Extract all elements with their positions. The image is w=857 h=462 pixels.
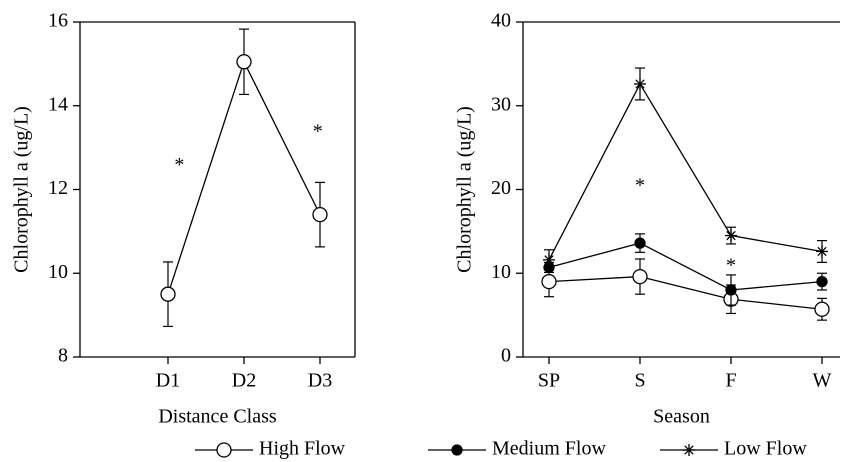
annotation: * (635, 175, 645, 197)
legend-label: Low Flow (724, 438, 807, 460)
marker-stroke (684, 445, 694, 455)
marker (216, 442, 232, 458)
y-axis-label: Chlorophyll a (ug/L) (11, 106, 33, 273)
marker (236, 54, 252, 70)
marker (312, 206, 328, 223)
y-tick-label: 40 (491, 10, 511, 32)
marker (725, 229, 737, 242)
marker-stroke (635, 79, 645, 89)
marker (543, 253, 555, 266)
legend-label: High Flow (259, 438, 346, 460)
x-tick-label: D2 (232, 370, 256, 392)
marker (634, 77, 646, 90)
marker (160, 286, 176, 302)
marker (725, 284, 737, 296)
annotation: * (174, 154, 184, 176)
annotation: * (726, 254, 736, 276)
y-tick-label: 10 (48, 261, 68, 283)
marker-stroke (726, 230, 736, 241)
series-line (548, 275, 823, 310)
y-tick-label: 8 (58, 345, 68, 367)
marker (683, 444, 695, 456)
x-tick-label: D3 (308, 370, 332, 392)
marker (632, 268, 648, 285)
x-tick-label: D1 (156, 370, 180, 392)
y-tick-label: 14 (48, 93, 68, 115)
marker-stroke (544, 255, 554, 265)
annotation: * (313, 120, 323, 142)
y-tick-label: 20 (491, 177, 511, 199)
series-line (548, 242, 823, 291)
marker (814, 301, 830, 317)
series-line (167, 60, 321, 295)
y-tick-label: 10 (491, 261, 511, 283)
marker (451, 444, 463, 456)
marker (816, 275, 828, 288)
legend-label: Medium Flow (492, 438, 606, 460)
marker (541, 273, 557, 290)
y-tick-label: 0 (501, 345, 511, 367)
x-tick-label: S (634, 370, 645, 392)
marker-stroke (817, 246, 827, 257)
marker (634, 237, 646, 249)
x-tick-label: SP (538, 370, 560, 392)
y-tick-label: 16 (48, 10, 68, 32)
series-line (548, 82, 823, 261)
x-tick-label: W (813, 370, 832, 392)
y-tick-label: 12 (48, 177, 68, 199)
y-axis-label: Chlorophyll a (ug/L) (454, 106, 476, 273)
x-axis-label: Season (653, 406, 710, 428)
x-axis-label: Distance Class (158, 406, 277, 428)
x-tick-label: F (725, 370, 736, 392)
marker (816, 245, 828, 258)
y-tick-label: 30 (491, 93, 511, 115)
